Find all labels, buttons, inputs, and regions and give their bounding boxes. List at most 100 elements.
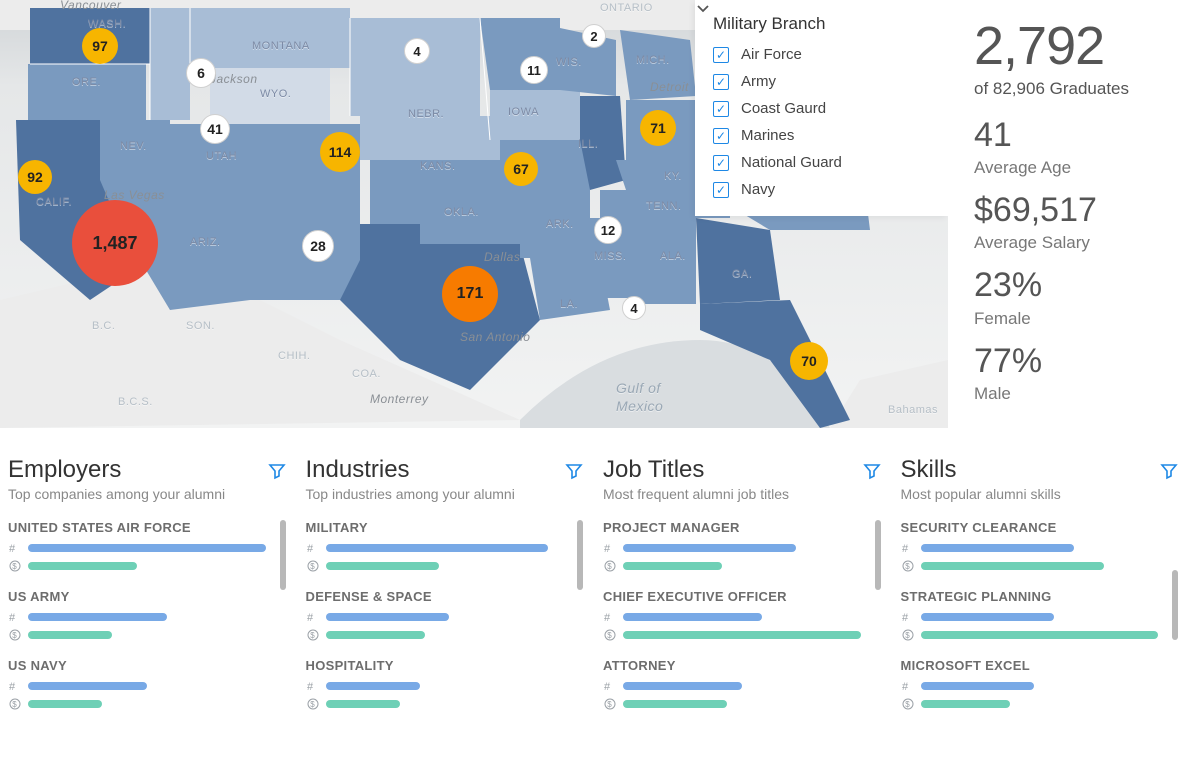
svg-text:#: #: [9, 612, 16, 623]
map-bubble[interactable]: 4: [404, 38, 430, 64]
list-item-name: DEFENSE & SPACE: [306, 589, 574, 604]
hash-icon: #: [8, 610, 22, 624]
map-bubble[interactable]: 28: [302, 230, 334, 262]
list-item-name: US NAVY: [8, 658, 276, 673]
map-bubble[interactable]: 71: [640, 110, 676, 146]
list-item-name: MILITARY: [306, 520, 574, 535]
list-item[interactable]: PROJECT MANAGER#$: [603, 520, 871, 573]
list-item[interactable]: US ARMY#$: [8, 589, 276, 642]
dollar-icon: $: [603, 628, 617, 642]
dollar-icon: $: [901, 559, 915, 573]
svg-text:#: #: [307, 681, 314, 692]
map-bubble[interactable]: 11: [520, 56, 548, 84]
list-item[interactable]: ATTORNEY # $: [603, 658, 871, 711]
map-bubble[interactable]: 41: [200, 114, 230, 144]
funnel-icon[interactable]: [565, 462, 583, 480]
filter-option[interactable]: ✓Marines: [713, 127, 930, 144]
scrollbar-thumb[interactable]: [875, 520, 881, 590]
filter-panel: Military Branch ✓Air Force ✓Army ✓Coast Ga…: [695, 0, 948, 216]
panel-jobtitles: Job Titles Most frequent alumni job titl…: [603, 456, 895, 728]
filter-title: Military Branch: [713, 14, 825, 34]
bar-track: [326, 613, 574, 621]
list-item-name: ATTORNEY: [603, 658, 871, 673]
dollar-icon: $: [306, 559, 320, 573]
list-item[interactable]: MILITARY # $: [306, 520, 574, 573]
map-area[interactable]: WASH.VancouverORE.NEV.CALIF.MONTANAWYO.U…: [0, 0, 948, 428]
svg-text:$: $: [607, 562, 612, 571]
list-item[interactable]: SECURITY CLEARANCE#$: [901, 520, 1169, 573]
scrollbar-thumb[interactable]: [1172, 570, 1178, 640]
bar-fill-count: [28, 613, 167, 621]
filter-option[interactable]: ✓Army: [713, 73, 930, 90]
list-item[interactable]: HOSPITALITY#$: [306, 658, 574, 711]
list-item[interactable]: UNITED STATES AIR FORCE#$: [8, 520, 276, 573]
list-item[interactable]: DEFENSE & SPACE # $: [306, 589, 574, 642]
panel-employers: Employers Top companies among your alumn…: [8, 456, 300, 728]
funnel-icon[interactable]: [863, 462, 881, 480]
map-bubble[interactable]: 171: [442, 266, 498, 322]
map-bubble[interactable]: 67: [504, 152, 538, 186]
map-bubble[interactable]: 92: [18, 160, 52, 194]
dollar-icon: $: [603, 559, 617, 573]
dollar-icon: $: [306, 628, 320, 642]
svg-text:#: #: [9, 543, 16, 554]
bar-fill-count: [921, 544, 1074, 552]
funnel-icon[interactable]: [268, 462, 286, 480]
funnel-icon[interactable]: [1160, 462, 1178, 480]
filter-option[interactable]: ✓National Guard: [713, 154, 930, 171]
bar-fill-salary: [326, 631, 425, 639]
map-bubble[interactable]: 114: [320, 132, 360, 172]
map-bubble[interactable]: 97: [82, 28, 118, 64]
svg-text:$: $: [905, 562, 910, 571]
bar-track: [326, 682, 574, 690]
filter-option[interactable]: ✓Air Force: [713, 46, 930, 63]
stat-female: 23%: [974, 267, 1200, 304]
hash-icon: #: [603, 679, 617, 693]
panel-sub-employers: Top companies among your alumni: [8, 486, 286, 502]
filter-header[interactable]: Military Branch: [713, 14, 930, 34]
list-item[interactable]: STRATEGIC PLANNING#$: [901, 589, 1169, 642]
map-bubble[interactable]: 1,487: [72, 200, 158, 286]
svg-text:#: #: [902, 543, 909, 554]
stat-female-label: Female: [974, 309, 1200, 329]
dollar-icon: $: [901, 697, 915, 711]
bar-fill-salary: [921, 562, 1104, 570]
list-item[interactable]: CHIEF EXECUTIVE OFFICER#$: [603, 589, 871, 642]
scrollbar-thumb[interactable]: [577, 520, 583, 590]
scrollbar-thumb[interactable]: [280, 520, 286, 590]
map-bubble[interactable]: 4: [622, 296, 646, 320]
filter-option-label: Army: [741, 73, 776, 90]
map-bubble[interactable]: 12: [594, 216, 622, 244]
stat-age: 41: [974, 117, 1200, 154]
list-item-name: PROJECT MANAGER: [603, 520, 871, 535]
svg-text:$: $: [607, 700, 612, 709]
hash-icon: #: [306, 610, 320, 624]
list-item[interactable]: US NAVY # $: [8, 658, 276, 711]
filter-option-label: Coast Gaurd: [741, 100, 826, 117]
filter-option[interactable]: ✓Coast Gaurd: [713, 100, 930, 117]
bar-fill-salary: [921, 700, 1010, 708]
hash-icon: #: [8, 679, 22, 693]
chevron-down-icon: [695, 0, 711, 16]
bottom-panels: Employers Top companies among your alumn…: [0, 428, 1200, 728]
svg-text:$: $: [12, 700, 17, 709]
map-bubble[interactable]: 70: [790, 342, 828, 380]
hash-icon: #: [901, 610, 915, 624]
bar-track: [623, 562, 871, 570]
list-employers: UNITED STATES AIR FORCE#$US ARMY#$US NAV…: [8, 520, 286, 711]
bar-track: [921, 613, 1169, 621]
panel-title-industries: Industries: [306, 456, 410, 484]
list-jobtitles: PROJECT MANAGER#$CHIEF EXECUTIVE OFFICER…: [603, 520, 881, 711]
map-bubble[interactable]: 6: [186, 58, 216, 88]
list-item-name: MICROSOFT EXCEL: [901, 658, 1169, 673]
filter-option[interactable]: ✓Navy: [713, 181, 930, 198]
hash-icon: #: [603, 610, 617, 624]
hash-icon: #: [901, 541, 915, 555]
map-bubble[interactable]: 2: [582, 24, 606, 48]
bar-track: [623, 700, 871, 708]
filter-options: ✓Air Force ✓Army ✓Coast Gaurd ✓Marines ✓Nati…: [713, 46, 930, 198]
filter-option-label: National Guard: [741, 154, 842, 171]
dollar-icon: $: [8, 559, 22, 573]
hash-icon: #: [306, 541, 320, 555]
list-item[interactable]: MICROSOFT EXCEL#$: [901, 658, 1169, 711]
